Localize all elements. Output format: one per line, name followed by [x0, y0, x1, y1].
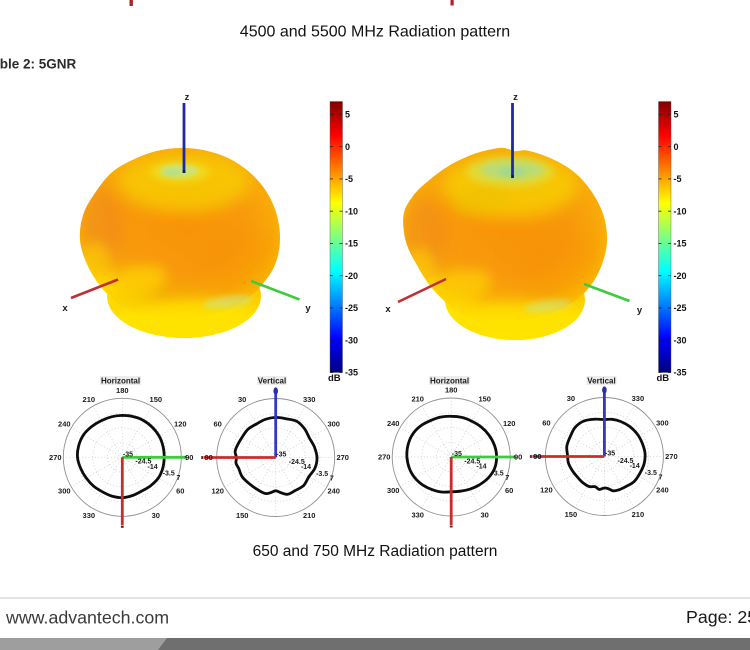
svg-text:-10: -10 [345, 206, 358, 216]
svg-text:90: 90 [205, 453, 213, 462]
svg-text:Horizontal: Horizontal [430, 377, 469, 386]
svg-text:-35: -35 [123, 452, 133, 459]
svg-text:-24.5: -24.5 [289, 459, 305, 466]
svg-text:-24.5: -24.5 [618, 458, 634, 465]
svg-text:90: 90 [533, 452, 541, 461]
svg-text:150: 150 [150, 395, 163, 404]
svg-text:210: 210 [632, 510, 645, 519]
svg-text:-30: -30 [345, 335, 358, 345]
svg-text:30: 30 [567, 394, 575, 403]
svg-text:150: 150 [236, 511, 249, 520]
svg-text:4500 and 5500 MHz Radiation pa: 4500 and 5500 MHz Radiation pattern [240, 24, 510, 41]
svg-text:150: 150 [478, 395, 491, 404]
svg-text:y: y [305, 303, 311, 314]
svg-text:-24.5: -24.5 [464, 458, 480, 465]
svg-text:330: 330 [83, 511, 96, 520]
svg-text:270: 270 [336, 453, 349, 462]
svg-text:210: 210 [303, 511, 316, 520]
svg-text:-35: -35 [345, 368, 358, 378]
svg-text:270: 270 [49, 453, 62, 462]
svg-text:60: 60 [542, 419, 550, 428]
svg-text:120: 120 [540, 486, 553, 495]
svg-text:-25: -25 [345, 303, 358, 313]
svg-text:z: z [185, 92, 190, 103]
svg-text:-35: -35 [605, 451, 615, 458]
svg-text:dB: dB [657, 373, 670, 384]
svg-text:300: 300 [387, 486, 400, 495]
svg-text:-5: -5 [345, 174, 353, 184]
svg-text:5: 5 [674, 110, 679, 120]
svg-text:650 and 750 MHz Radiation patt: 650 and 750 MHz Radiation pattern [253, 543, 498, 560]
svg-text:-35: -35 [452, 451, 462, 458]
svg-text:Vertical: Vertical [587, 377, 615, 386]
svg-text:7: 7 [505, 475, 509, 482]
svg-text:210: 210 [83, 395, 96, 404]
svg-text:120: 120 [211, 487, 224, 496]
svg-text:0: 0 [674, 142, 679, 152]
svg-text:-3.5: -3.5 [645, 470, 657, 477]
svg-text:150: 150 [565, 510, 578, 519]
svg-text:-24.5: -24.5 [135, 459, 151, 466]
svg-text:-35: -35 [674, 368, 687, 378]
svg-text:-5: -5 [674, 174, 682, 184]
svg-text:-20: -20 [674, 271, 687, 281]
svg-text:-3.5: -3.5 [316, 471, 328, 478]
svg-text:180: 180 [116, 386, 129, 395]
svg-text:300: 300 [327, 420, 340, 429]
svg-text:Horizontal: Horizontal [101, 377, 140, 386]
svg-text:180: 180 [445, 386, 458, 395]
svg-text:240: 240 [387, 419, 400, 428]
svg-text:x: x [62, 303, 68, 314]
svg-text:-14: -14 [630, 463, 640, 470]
svg-text:30: 30 [481, 511, 489, 520]
svg-text:210: 210 [411, 395, 424, 404]
svg-text:-20: -20 [345, 271, 358, 281]
svg-text:-25: -25 [674, 303, 687, 313]
svg-text:120: 120 [503, 419, 516, 428]
svg-text:90: 90 [185, 453, 193, 462]
svg-text:270: 270 [665, 452, 678, 461]
svg-text:330: 330 [411, 511, 424, 520]
svg-text:www.advantech.com: www.advantech.com [5, 608, 169, 628]
svg-text:y: y [637, 305, 643, 316]
svg-text:x: x [385, 304, 391, 315]
svg-text:60: 60 [176, 487, 184, 496]
svg-text:240: 240 [656, 486, 669, 495]
svg-text:Table 2: 5GNR: Table 2: 5GNR [0, 57, 77, 72]
svg-text:330: 330 [303, 395, 316, 404]
svg-text:Page: 25: Page: 25 [686, 607, 750, 627]
svg-text:-3.5: -3.5 [492, 470, 504, 477]
svg-text:0: 0 [345, 142, 350, 152]
svg-text:330: 330 [632, 394, 645, 403]
svg-text:30: 30 [152, 511, 160, 520]
svg-text:z: z [513, 92, 518, 103]
svg-text:Vertical: Vertical [258, 377, 286, 386]
svg-text:240: 240 [327, 487, 340, 496]
svg-text:60: 60 [505, 486, 513, 495]
svg-text:120: 120 [174, 420, 187, 429]
svg-text:5: 5 [345, 110, 350, 120]
svg-text:270: 270 [378, 453, 391, 462]
svg-text:300: 300 [58, 487, 71, 496]
svg-text:dB: dB [328, 373, 341, 384]
svg-text:7: 7 [177, 475, 181, 482]
svg-text:-15: -15 [345, 239, 358, 249]
svg-text:-15: -15 [674, 239, 687, 249]
svg-text:-3.5: -3.5 [163, 471, 175, 478]
svg-text:-14: -14 [476, 464, 486, 471]
svg-text:7: 7 [659, 474, 663, 481]
svg-text:90: 90 [514, 453, 522, 462]
svg-text:300: 300 [656, 419, 669, 428]
svg-text:-14: -14 [148, 464, 158, 471]
svg-text:-30: -30 [674, 335, 687, 345]
svg-text:7: 7 [330, 475, 334, 482]
svg-text:-35: -35 [276, 452, 286, 459]
svg-text:60: 60 [214, 420, 222, 429]
svg-text:-10: -10 [674, 206, 687, 216]
svg-text:240: 240 [58, 420, 71, 429]
svg-text:-14: -14 [301, 464, 311, 471]
svg-text:30: 30 [238, 395, 246, 404]
